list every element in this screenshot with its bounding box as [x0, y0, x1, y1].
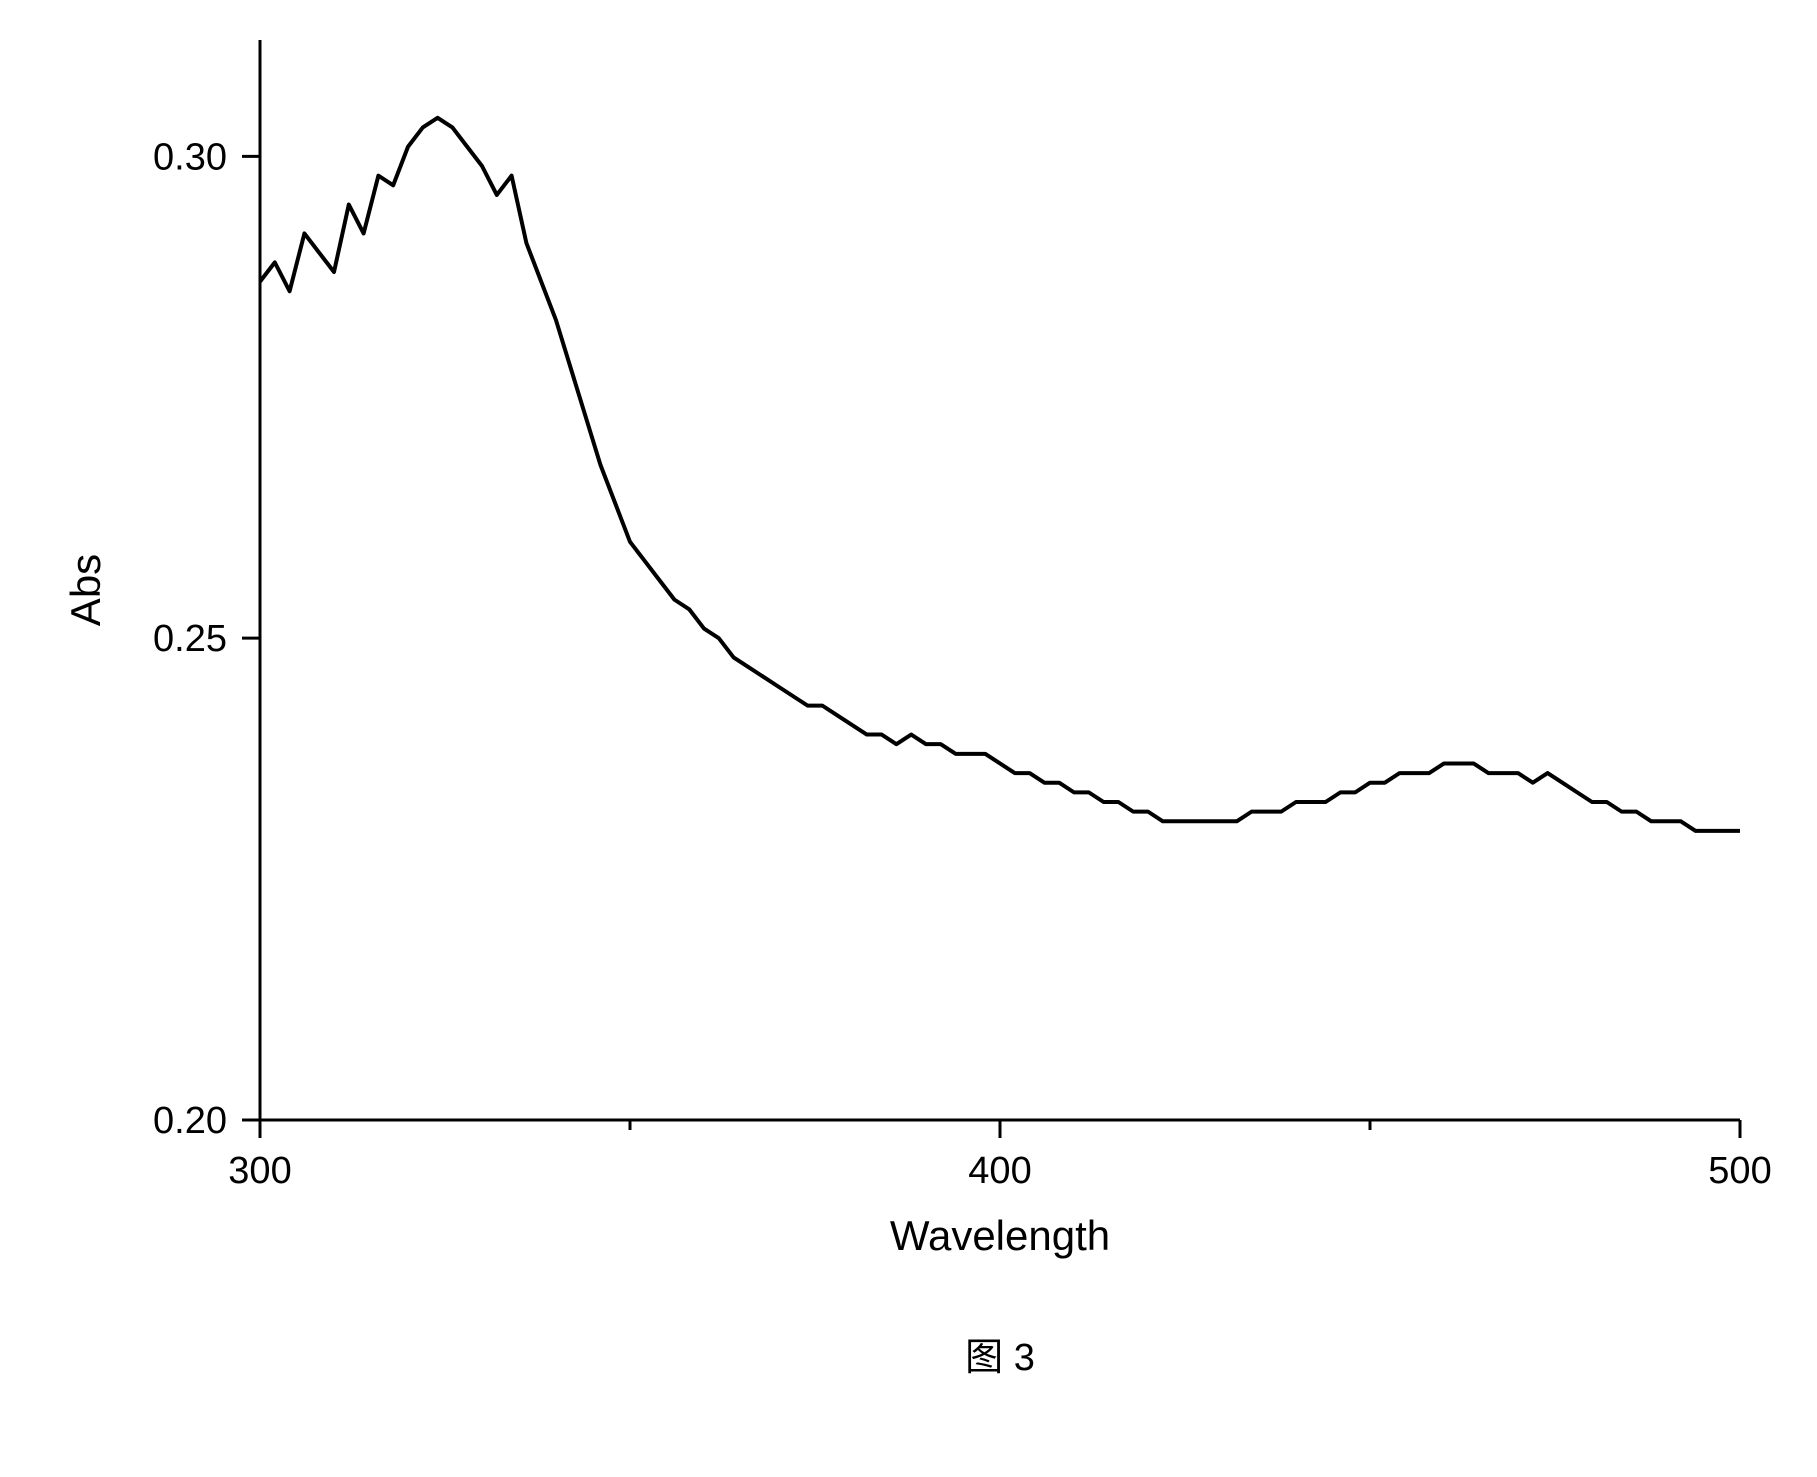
chart-container: 300 400 500 0.20 0.25 0.30 Wavelength Abs 图 3	[40, 40, 1777, 1437]
absorbance-spectrum-chart: 300 400 500 0.20 0.25 0.30 Wavelength Abs 图 3	[40, 40, 1777, 1437]
y-axis-label: Abs	[62, 554, 109, 626]
x-axis-label: Wavelength	[890, 1212, 1110, 1259]
y-tick-label: 0.25	[153, 618, 227, 660]
x-tick-label: 500	[1708, 1150, 1771, 1192]
x-tick-label: 300	[228, 1150, 291, 1192]
y-tick-label: 0.30	[153, 136, 227, 178]
y-tick-label: 0.20	[153, 1100, 227, 1142]
x-tick-label: 400	[968, 1150, 1031, 1192]
spectrum-line	[260, 118, 1740, 831]
figure-caption: 图 3	[965, 1337, 1035, 1379]
